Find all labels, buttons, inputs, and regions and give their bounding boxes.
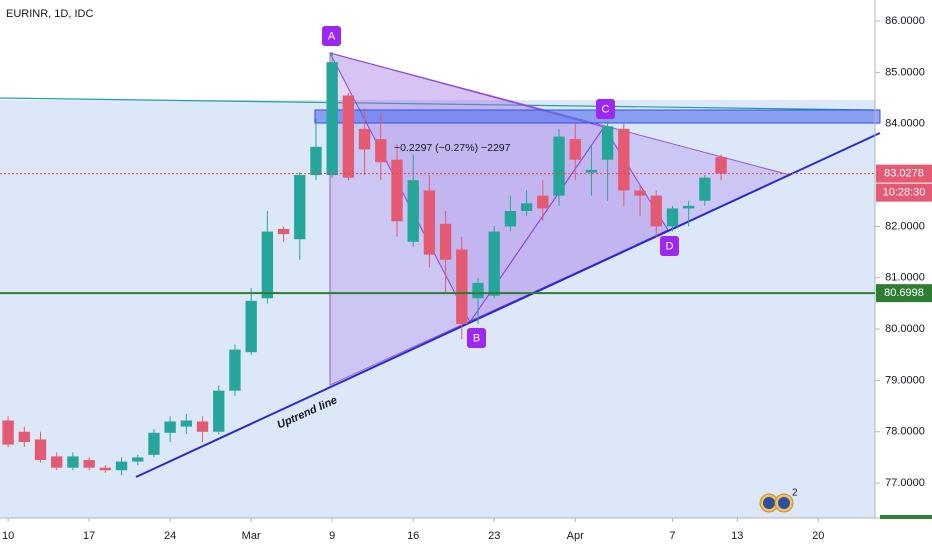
candle-body	[699, 177, 711, 201]
event-badge: 2	[792, 488, 798, 499]
event-icon-inner	[763, 497, 775, 509]
label-box	[660, 236, 679, 256]
candle-body	[245, 300, 257, 353]
candle-body	[634, 190, 646, 196]
y-tick-label: 80.0000	[885, 323, 925, 335]
support-label: 80.6998	[884, 287, 924, 299]
candle-body	[682, 205, 695, 209]
candle-body	[277, 228, 290, 235]
candle-body	[715, 157, 727, 174]
candle-body	[213, 390, 225, 432]
y-tick-label: 79.0000	[885, 374, 925, 386]
candle-body	[261, 231, 274, 299]
candle-body	[407, 180, 419, 242]
last-price-label: 83.0278	[884, 168, 924, 180]
candle-body	[326, 62, 338, 176]
pattern-label: A	[328, 30, 336, 42]
y-tick-label: 81.0000	[885, 272, 925, 284]
candle-body	[650, 195, 662, 227]
candles	[2, 51, 727, 476]
y-tick-label: 78.0000	[885, 426, 925, 438]
event-icon-inner	[778, 497, 790, 509]
chart-title: EURINR, 1D, IDC	[6, 8, 93, 20]
y-tick-label: 85.0000	[885, 66, 925, 78]
x-tick-label: 7	[669, 530, 675, 542]
candle-body	[569, 139, 581, 160]
x-tick-label: 24	[164, 530, 176, 542]
candle-body	[423, 190, 436, 255]
candle-body	[18, 431, 30, 443]
y-tick-label: 86.0000	[885, 15, 925, 27]
y-tick-label: 84.0000	[885, 118, 925, 130]
candle-body	[180, 420, 193, 427]
last-price-box	[876, 164, 932, 183]
y-tick-label: 77.0000	[885, 477, 925, 489]
countdown-box	[876, 183, 932, 202]
x-tick-label: 20	[812, 530, 824, 542]
candle-body	[488, 231, 500, 296]
candle-body	[132, 457, 144, 462]
candle-body	[520, 203, 533, 211]
axis-marker	[880, 515, 932, 519]
candle-body	[51, 456, 63, 468]
range-shade	[0, 100, 875, 518]
candle-body	[358, 128, 371, 150]
candle-body	[99, 467, 111, 471]
candle-body	[601, 126, 614, 160]
x-tick-label: 16	[407, 530, 419, 542]
x-tick-label: 10	[2, 530, 14, 542]
candle-body	[196, 421, 209, 432]
countdown-label: 10:28:30	[883, 187, 926, 199]
x-tick-label: 9	[329, 530, 335, 542]
x-tick-label: 23	[488, 530, 500, 542]
candle-body	[504, 210, 517, 227]
candle-body	[2, 420, 14, 445]
candle-body	[391, 159, 403, 222]
uptrend-line	[135, 132, 881, 478]
candle-body	[472, 282, 484, 299]
support-box	[876, 284, 932, 303]
candle-body	[666, 208, 679, 227]
channel-line	[0, 97, 876, 111]
candle-body	[34, 439, 47, 460]
candle-body	[83, 459, 95, 468]
candle-body	[67, 456, 79, 468]
pattern-label: C	[602, 103, 610, 115]
candle-body	[148, 432, 160, 455]
candle-body	[585, 169, 598, 173]
candle-body	[375, 139, 387, 163]
pattern-label: B	[473, 332, 480, 344]
candle-body	[115, 461, 128, 471]
candle-body	[294, 175, 306, 240]
candle-body	[456, 249, 468, 324]
candle-body	[310, 146, 322, 176]
candle-body	[537, 195, 549, 209]
measure-label: −0.2297 (−0.27%) −2297	[394, 142, 511, 154]
candle-body	[553, 136, 565, 196]
x-tick-label: Mar	[242, 530, 261, 542]
candle-body	[439, 223, 452, 260]
x-tick-label: Apr	[567, 530, 584, 542]
x-tick-label: 13	[731, 530, 743, 542]
candle-body	[229, 349, 241, 391]
candle-body	[618, 128, 630, 191]
pattern-label: D	[666, 240, 674, 252]
label-box	[467, 328, 486, 348]
label-box	[596, 99, 615, 119]
candle-body	[164, 421, 176, 433]
label-box	[322, 26, 341, 46]
x-tick-label: 17	[83, 530, 95, 542]
y-tick-label: 82.0000	[885, 220, 925, 232]
candle-body	[342, 95, 355, 178]
